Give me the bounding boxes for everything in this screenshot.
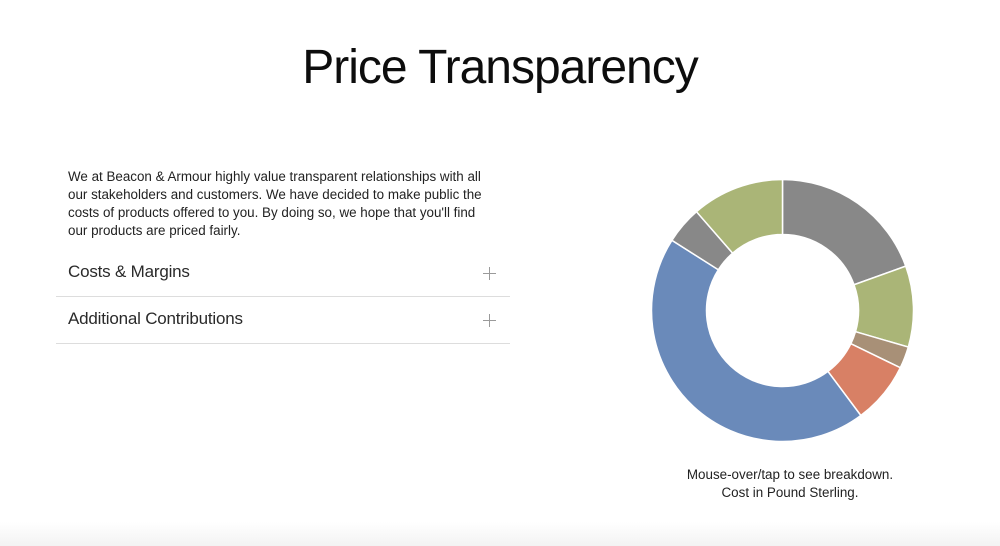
- donut-chart-svg[interactable]: [640, 168, 925, 453]
- footer-shade: [0, 522, 1000, 546]
- donut-slice-7[interactable]: [695, 178, 784, 255]
- plus-icon[interactable]: [483, 314, 496, 327]
- content-column: We at Beacon & Armour highly value trans…: [56, 168, 510, 344]
- donut-slice-5[interactable]: [650, 239, 862, 443]
- donut-slice-1[interactable]: [781, 178, 907, 286]
- accordion: Costs & Margins Additional Contributions: [56, 250, 510, 344]
- cost-breakdown-chart[interactable]: [640, 168, 925, 453]
- accordion-additional-contributions[interactable]: Additional Contributions: [56, 297, 510, 344]
- accordion-costs-margins[interactable]: Costs & Margins: [56, 250, 510, 297]
- caption-line-1: Mouse-over/tap to see breakdown.: [686, 467, 894, 482]
- intro-paragraph: We at Beacon & Armour highly value trans…: [68, 169, 482, 238]
- accordion-label: Costs & Margins: [68, 262, 190, 281]
- accordion-label: Additional Contributions: [68, 309, 243, 328]
- chart-caption: Mouse-over/tap to see breakdown. Cost in…: [620, 466, 960, 502]
- plus-icon[interactable]: [483, 267, 496, 280]
- page-title: Price Transparency: [302, 41, 699, 94]
- caption-line-2: Cost in Pound Sterling.: [721, 485, 859, 500]
